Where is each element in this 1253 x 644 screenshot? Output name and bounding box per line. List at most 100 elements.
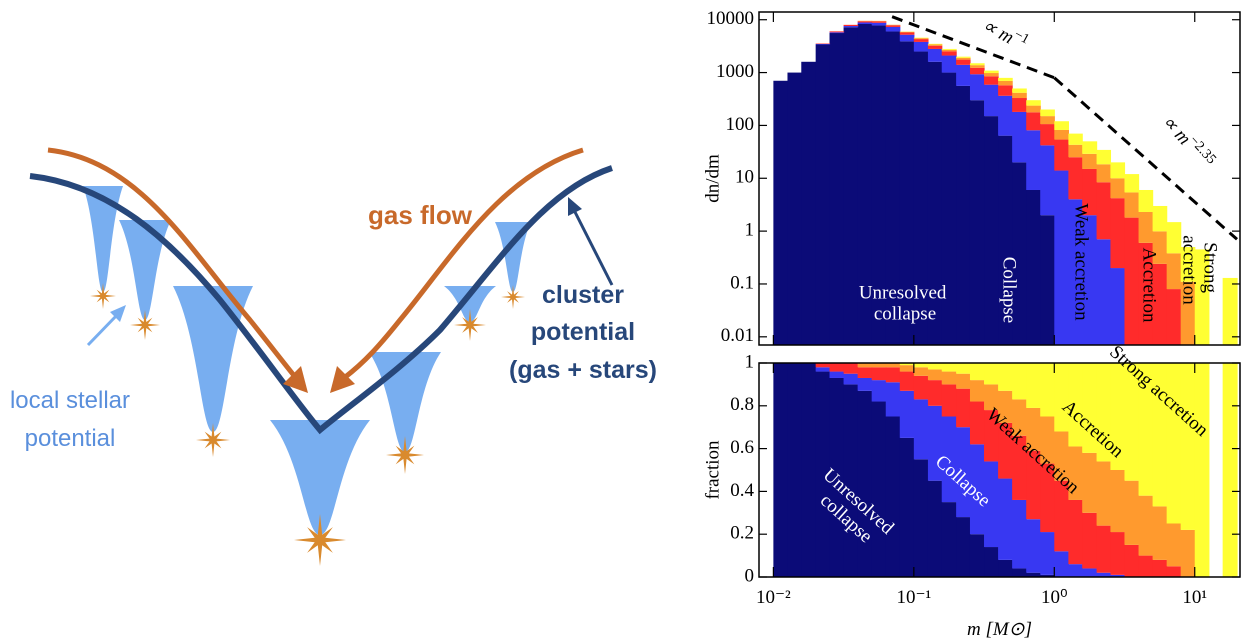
local-potential-label: potential	[25, 425, 116, 452]
histogram-bar	[1012, 162, 1027, 345]
histogram-bar	[956, 427, 971, 518]
histogram-bar	[956, 56, 971, 58]
histogram-bar	[969, 65, 985, 68]
series-label: Strong accretion	[1178, 235, 1220, 305]
histogram-bar	[1124, 544, 1140, 577]
histogram-bar	[885, 382, 901, 417]
histogram-bar	[1012, 399, 1027, 436]
histogram-bar	[885, 363, 901, 368]
histogram-bar	[1068, 363, 1083, 447]
histogram-bar	[1138, 495, 1154, 556]
histogram-bar	[1012, 111, 1027, 163]
histogram-bar	[969, 74, 985, 101]
histogram-bar	[1040, 363, 1055, 417]
histogram-bar	[984, 84, 999, 117]
star	[454, 309, 486, 341]
series-label: Unresolved collapse	[859, 283, 951, 325]
gas-flow-right	[342, 147, 584, 380]
histogram-bar	[1124, 480, 1140, 545]
y-tick-label: 0	[745, 565, 755, 586]
y-axis-label: fraction	[702, 440, 723, 500]
histogram-bar	[927, 363, 943, 370]
histogram-bar	[843, 384, 859, 577]
histogram-bar	[969, 100, 985, 346]
histogram-bar	[871, 363, 887, 368]
y-tick-label: 0.6	[730, 437, 754, 458]
histogram-bar	[843, 24, 859, 27]
histogram-bar	[969, 363, 985, 381]
histogram-bar	[998, 95, 1013, 136]
histogram-bar	[1082, 512, 1098, 569]
histogram-bar	[1026, 450, 1041, 520]
histogram-bar	[1138, 211, 1154, 243]
x-tick-label: 10⁻²	[756, 587, 791, 608]
histogram-bar	[885, 26, 901, 32]
charts: Unresolved collapse Collapse Weak accretio…	[702, 8, 1241, 640]
pointer-arrowhead	[568, 197, 582, 216]
histogram-bar	[1026, 519, 1041, 573]
guide-label-exponent: −1	[1011, 27, 1031, 47]
x-tick-label: 10⁻¹	[896, 587, 931, 608]
y-tick-label: 10000	[707, 8, 755, 29]
histogram-bar	[913, 51, 929, 345]
histogram-bar	[913, 367, 929, 376]
histogram-bar	[913, 38, 929, 40]
y-tick-label: 0.8	[730, 394, 754, 415]
histogram-bar	[787, 363, 802, 577]
stellar-well	[444, 286, 496, 322]
gas-flow-left	[47, 147, 298, 380]
histogram-bar	[998, 85, 1013, 96]
histogram-bar	[998, 77, 1013, 81]
histogram-bar	[984, 410, 999, 462]
histogram-bar	[941, 416, 957, 503]
histogram-bar	[1040, 145, 1055, 216]
histogram-bar	[969, 380, 985, 402]
guide-label: ∝ m−2.35	[1158, 109, 1219, 173]
gas-flow-label: gas flow	[368, 200, 473, 230]
histogram-bar	[843, 27, 859, 345]
guide-label: ∝ m−1	[979, 12, 1032, 55]
pointer-arrow	[573, 211, 614, 286]
histogram-bar	[1180, 247, 1196, 282]
histogram-bar	[815, 371, 831, 577]
histogram-bar	[843, 26, 859, 28]
histogram-bar	[1026, 100, 1041, 106]
histogram-bar	[1012, 88, 1027, 93]
histogram-bar	[1012, 98, 1027, 112]
histogram-bar	[984, 461, 999, 548]
histogram-bar	[1054, 363, 1069, 432]
y-tick-label: 100	[726, 114, 755, 135]
histogram-bar	[941, 48, 957, 50]
histogram-bar	[927, 45, 943, 49]
histogram-bar	[1124, 363, 1140, 481]
histogram-bar	[1068, 199, 1083, 345]
series-label: Weak accretion	[1071, 203, 1092, 321]
histogram-bar	[913, 459, 929, 577]
histogram-bar	[1138, 242, 1154, 345]
star	[90, 283, 116, 309]
histogram-bar	[857, 367, 873, 378]
histogram-bar	[984, 73, 999, 77]
histogram-bar	[1068, 157, 1083, 200]
histogram-bar	[956, 59, 971, 65]
histogram-bar	[1166, 523, 1182, 567]
histogram-bar	[927, 369, 943, 381]
histogram-bar	[913, 39, 929, 42]
cluster-potential-label: (gas + stars)	[509, 356, 657, 384]
histogram-bar	[941, 384, 957, 417]
histogram-bar	[913, 375, 929, 400]
histogram-bar	[829, 31, 845, 33]
histogram-bar	[927, 405, 943, 481]
stellar-well	[119, 220, 171, 320]
histogram-bar	[857, 23, 873, 346]
histogram-bar	[773, 80, 789, 346]
histogram-bar	[1040, 215, 1055, 345]
histogram-bar	[984, 547, 999, 577]
histogram-bar	[885, 367, 901, 383]
y-tick-label: 1	[745, 219, 755, 240]
histogram-bar	[871, 21, 887, 23]
stellar-well	[173, 286, 253, 432]
histogram-bar	[1054, 121, 1069, 130]
histogram-bar	[1054, 551, 1069, 577]
histogram-bar	[1152, 506, 1168, 560]
